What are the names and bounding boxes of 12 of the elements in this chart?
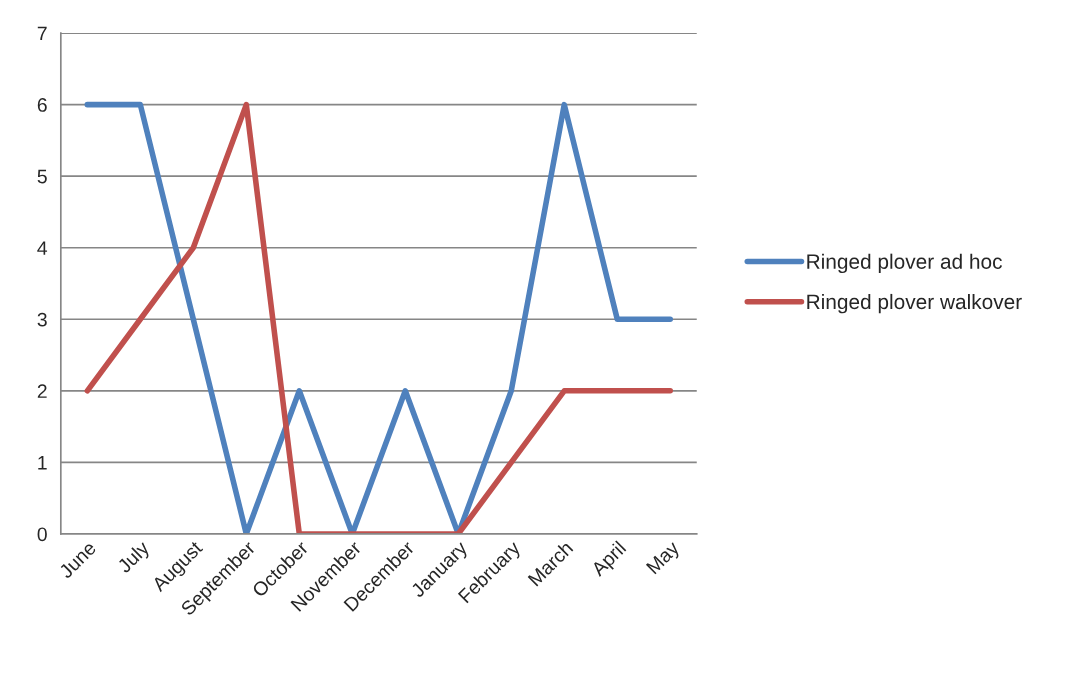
y-tick-label: 1 [38, 456, 47, 470]
y-tick-label: 7 [37, 26, 47, 41]
legend-label: Ringed plover ad hoc [807, 253, 1002, 274]
legend-label: Ringed plover walkover [807, 293, 1022, 314]
y-tick-label: 4 [37, 241, 48, 255]
y-tick-label: 2 [37, 384, 47, 398]
y-tick-label: 3 [37, 312, 47, 327]
y-tick-label: 6 [37, 98, 47, 112]
y-tick-label: 0 [37, 527, 47, 542]
x-tick-label: July [116, 539, 154, 577]
y-tick-label: 5 [37, 169, 47, 184]
x-tick-label: May [645, 540, 684, 578]
